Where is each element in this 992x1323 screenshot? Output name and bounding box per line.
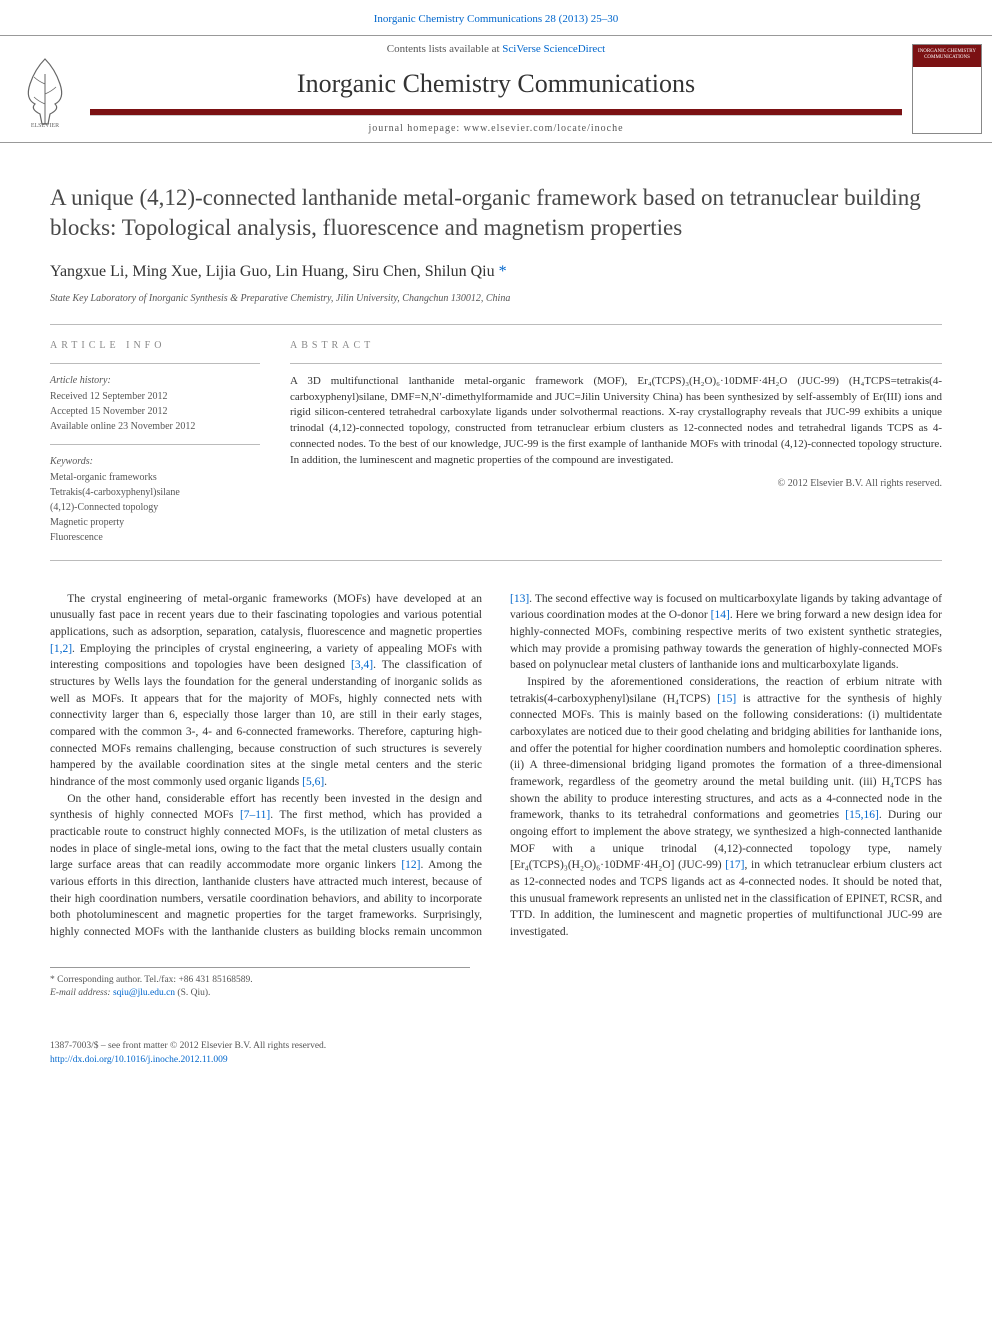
ref-link[interactable]: [12] bbox=[401, 859, 420, 871]
keyword: Fluorescence bbox=[50, 531, 260, 545]
authors: Yangxue Li, Ming Xue, Lijia Guo, Lin Hua… bbox=[50, 263, 499, 280]
header-center: Contents lists available at SciVerse Sci… bbox=[90, 36, 902, 142]
bottom-meta: 1387-7003/$ – see front matter © 2012 El… bbox=[0, 1040, 992, 1087]
corresponding-mark[interactable]: * bbox=[499, 263, 507, 280]
contents-prefix: Contents lists available at bbox=[387, 43, 502, 55]
journal-homepage: journal homepage: www.elsevier.com/locat… bbox=[90, 115, 902, 142]
elsevier-tree-icon: ELSEVIER bbox=[10, 49, 80, 129]
article-title: A unique (4,12)-connected lanthanide met… bbox=[50, 183, 942, 243]
email-line: E-mail address: sqiu@jlu.edu.cn (S. Qiu)… bbox=[50, 987, 470, 1000]
email-link[interactable]: sqiu@jlu.edu.cn bbox=[113, 988, 175, 998]
history-head: Article history: bbox=[50, 374, 260, 388]
journal-header: ELSEVIER Contents lists available at Sci… bbox=[0, 35, 992, 143]
keyword: Metal-organic frameworks bbox=[50, 471, 260, 485]
email-suffix: (S. Qiu). bbox=[175, 988, 210, 998]
ref-link[interactable]: [3,4] bbox=[351, 659, 373, 671]
citation-header: Inorganic Chemistry Communications 28 (2… bbox=[0, 0, 992, 35]
divider bbox=[290, 363, 942, 364]
divider bbox=[50, 444, 260, 445]
doi-link[interactable]: http://dx.doi.org/10.1016/j.inoche.2012.… bbox=[50, 1055, 228, 1065]
issn-line: 1387-7003/$ – see front matter © 2012 El… bbox=[50, 1040, 942, 1053]
citation-link[interactable]: Inorganic Chemistry Communications 28 (2… bbox=[374, 13, 619, 25]
abstract-heading: abstract bbox=[290, 339, 942, 353]
abstract-text: A 3D multifunctional lanthanide metal-or… bbox=[290, 374, 942, 470]
info-abstract-row: article info Article history: Received 1… bbox=[50, 339, 942, 546]
ref-link[interactable]: [13] bbox=[510, 593, 529, 605]
paragraph: The crystal engineering of metal-organic… bbox=[50, 591, 482, 791]
email-label: E-mail address: bbox=[50, 988, 113, 998]
divider bbox=[50, 363, 260, 364]
paragraph: Inspired by the aforementioned considera… bbox=[510, 674, 942, 941]
keyword: Tetrakis(4-carboxyphenyl)silane bbox=[50, 486, 260, 500]
accepted-date: Accepted 15 November 2012 bbox=[50, 405, 260, 419]
article-info-col: article info Article history: Received 1… bbox=[50, 339, 260, 546]
ref-link[interactable]: [5,6] bbox=[302, 776, 324, 788]
ref-link[interactable]: [17] bbox=[725, 859, 744, 871]
article-info-heading: article info bbox=[50, 339, 260, 353]
ref-link[interactable]: [14] bbox=[711, 609, 730, 621]
journal-title: Inorganic Chemistry Communications bbox=[90, 66, 902, 102]
divider bbox=[50, 560, 942, 561]
ref-link[interactable]: [7–11] bbox=[240, 809, 270, 821]
svg-text:ELSEVIER: ELSEVIER bbox=[31, 123, 59, 129]
abstract-col: abstract A 3D multifunctional lanthanide… bbox=[290, 339, 942, 546]
journal-cover-icon: INORGANIC CHEMISTRY COMMUNICATIONS bbox=[912, 44, 982, 134]
abstract-copyright: © 2012 Elsevier B.V. All rights reserved… bbox=[290, 477, 942, 491]
body-text: The crystal engineering of metal-organic… bbox=[50, 591, 942, 941]
article-main: A unique (4,12)-connected lanthanide met… bbox=[0, 143, 992, 1030]
keyword: Magnetic property bbox=[50, 516, 260, 530]
sciencedirect-link[interactable]: SciVerse ScienceDirect bbox=[502, 43, 605, 55]
publisher-logo-box: ELSEVIER bbox=[0, 36, 90, 142]
ref-link[interactable]: [1,2] bbox=[50, 643, 72, 655]
cover-text: INORGANIC CHEMISTRY COMMUNICATIONS bbox=[917, 49, 977, 60]
ref-link[interactable]: [15,16] bbox=[845, 809, 879, 821]
keyword: (4,12)-Connected topology bbox=[50, 501, 260, 515]
cover-thumb-box: INORGANIC CHEMISTRY COMMUNICATIONS bbox=[902, 36, 992, 142]
received-date: Received 12 September 2012 bbox=[50, 390, 260, 404]
footnote-block: * Corresponding author. Tel./fax: +86 43… bbox=[50, 967, 470, 1001]
online-date: Available online 23 November 2012 bbox=[50, 420, 260, 434]
contents-line: Contents lists available at SciVerse Sci… bbox=[90, 36, 902, 61]
affiliation: State Key Laboratory of Inorganic Synthe… bbox=[50, 292, 942, 306]
authors-line: Yangxue Li, Ming Xue, Lijia Guo, Lin Hua… bbox=[50, 261, 942, 283]
keywords-head: Keywords: bbox=[50, 455, 260, 469]
corresponding-footnote: * Corresponding author. Tel./fax: +86 43… bbox=[50, 974, 470, 987]
divider bbox=[50, 324, 942, 325]
journal-title-band: Inorganic Chemistry Communications bbox=[90, 62, 902, 110]
ref-link[interactable]: [15] bbox=[717, 693, 736, 705]
